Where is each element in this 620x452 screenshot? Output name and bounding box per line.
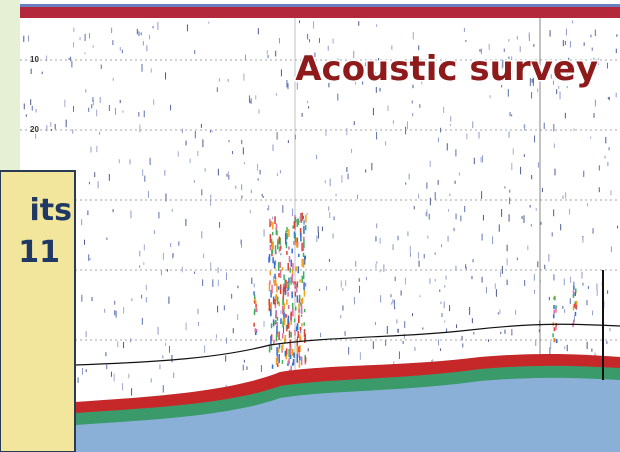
inset-text: 11 — [18, 235, 60, 270]
slide-title: Acoustic survey — [295, 49, 598, 89]
depth-label: 10 — [30, 55, 39, 64]
fish-school — [253, 212, 578, 382]
inset-text: its — [30, 193, 72, 228]
depth-label: 20 — [30, 125, 39, 134]
bottom-line — [74, 323, 620, 366]
surface-edge — [20, 4, 620, 7]
surface-band — [20, 4, 620, 18]
seabed-echo — [75, 361, 620, 452]
seabed-line — [75, 353, 620, 413]
inset-box — [0, 170, 76, 452]
seabed-mid — [75, 359, 620, 425]
